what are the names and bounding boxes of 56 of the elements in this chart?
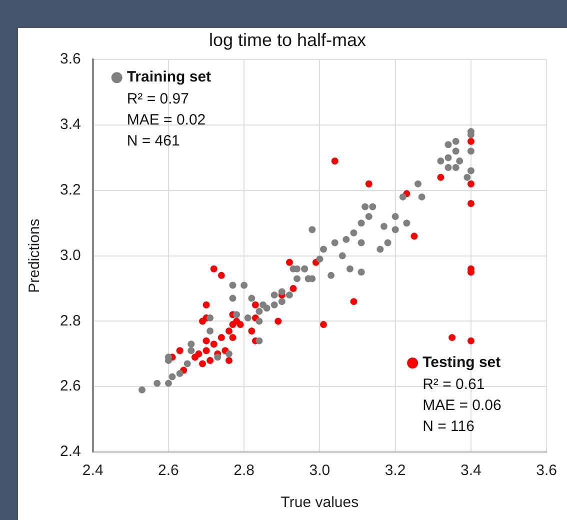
x-tick-label: 3.2 [384, 462, 406, 480]
legend-label: Testing set [422, 354, 501, 372]
point [225, 328, 232, 335]
point [331, 157, 338, 164]
point [176, 347, 184, 354]
point [252, 301, 259, 308]
point [202, 347, 210, 354]
chart-title: log time to half-max [208, 30, 366, 50]
x-tick-label: 3.0 [309, 462, 330, 480]
annotation: N = 461 [126, 132, 180, 150]
point [467, 138, 474, 145]
y-axis-title: Predictions [26, 218, 44, 293]
annotation: R² = 0.61 [422, 376, 485, 394]
point [274, 318, 282, 325]
point [210, 340, 218, 348]
legend-label: Training set [126, 68, 212, 86]
x-tick-label: 2.4 [82, 462, 104, 480]
point [229, 334, 236, 342]
point [320, 320, 327, 328]
y-tick-label: 3.4 [60, 116, 81, 134]
point [210, 265, 218, 272]
point [437, 174, 444, 181]
point [202, 301, 210, 308]
annotation: MAE = 0.06 [422, 397, 502, 414]
y-tick-label: 3.6 [60, 50, 81, 68]
point [236, 320, 244, 328]
y-tick-label: 2.6 [60, 378, 81, 395]
x-tick-label: 3.6 [536, 462, 558, 480]
annotation: R² = 0.97 [126, 90, 189, 108]
point [350, 298, 358, 306]
point [199, 360, 206, 368]
point [286, 258, 293, 266]
point [467, 200, 474, 207]
point [225, 356, 232, 364]
point [218, 272, 225, 279]
x-axis-title: True values [280, 494, 359, 512]
x-tick-label: 3.4 [460, 462, 482, 480]
point [202, 337, 210, 344]
x-tick-label: 2.8 [234, 462, 255, 480]
point [467, 337, 474, 344]
point [448, 334, 456, 342]
point [218, 334, 225, 342]
point [248, 328, 256, 335]
point [410, 232, 418, 240]
point [467, 180, 474, 188]
y-tick-label: 3.0 [60, 246, 81, 264]
point [365, 180, 372, 188]
x-tick-label: 2.6 [158, 462, 179, 480]
y-tick-label: 2.4 [60, 443, 81, 460]
annotation: N = 116 [422, 418, 474, 436]
y-tick-label: 2.8 [60, 312, 81, 330]
point [290, 285, 297, 292]
y-tick-label: 3.2 [60, 182, 81, 199]
point [191, 354, 198, 361]
annotation: MAE = 0.02 [126, 112, 206, 129]
point [206, 356, 214, 364]
